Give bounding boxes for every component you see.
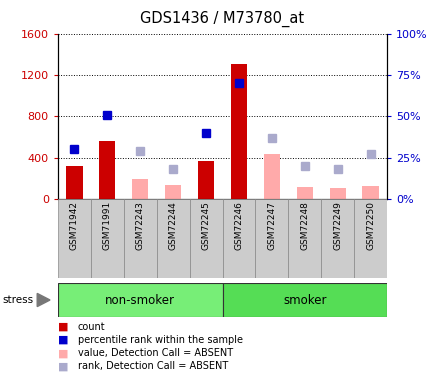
Text: percentile rank within the sample: percentile rank within the sample xyxy=(78,335,243,345)
Text: GDS1436 / M73780_at: GDS1436 / M73780_at xyxy=(141,11,304,27)
Bar xyxy=(198,160,214,199)
Text: GSM72247: GSM72247 xyxy=(267,201,276,250)
Text: GSM72245: GSM72245 xyxy=(202,201,210,250)
Bar xyxy=(288,199,321,278)
Bar xyxy=(91,199,124,278)
Bar xyxy=(362,186,379,199)
Text: GSM71991: GSM71991 xyxy=(103,201,112,250)
Text: stress: stress xyxy=(2,295,33,305)
Text: value, Detection Call = ABSENT: value, Detection Call = ABSENT xyxy=(78,348,233,358)
Text: count: count xyxy=(78,322,105,332)
Bar xyxy=(157,199,190,278)
Bar xyxy=(190,199,222,278)
Text: GSM72250: GSM72250 xyxy=(366,201,375,250)
Bar xyxy=(132,179,149,199)
Text: GSM72249: GSM72249 xyxy=(333,201,342,250)
Bar xyxy=(66,166,83,199)
Bar xyxy=(222,199,255,278)
Text: ■: ■ xyxy=(58,322,69,332)
Bar xyxy=(58,283,222,317)
Bar xyxy=(222,283,387,317)
Bar xyxy=(99,141,116,199)
Polygon shape xyxy=(37,293,50,307)
Text: rank, Detection Call = ABSENT: rank, Detection Call = ABSENT xyxy=(78,362,228,371)
Text: GSM72246: GSM72246 xyxy=(235,201,243,250)
Bar xyxy=(264,154,280,199)
Text: GSM71942: GSM71942 xyxy=(70,201,79,250)
Bar xyxy=(354,199,387,278)
Text: ■: ■ xyxy=(58,335,69,345)
Bar xyxy=(330,188,346,199)
Bar xyxy=(321,199,354,278)
Text: ■: ■ xyxy=(58,348,69,358)
Bar xyxy=(58,199,91,278)
Text: non-smoker: non-smoker xyxy=(105,294,175,306)
Text: GSM72243: GSM72243 xyxy=(136,201,145,250)
Bar xyxy=(231,64,247,199)
Bar xyxy=(255,199,288,278)
Bar xyxy=(296,188,313,199)
Text: GSM72244: GSM72244 xyxy=(169,201,178,250)
Text: GSM72248: GSM72248 xyxy=(300,201,309,250)
Text: smoker: smoker xyxy=(283,294,327,306)
Bar xyxy=(124,199,157,278)
Text: ■: ■ xyxy=(58,362,69,371)
Bar xyxy=(165,185,182,199)
